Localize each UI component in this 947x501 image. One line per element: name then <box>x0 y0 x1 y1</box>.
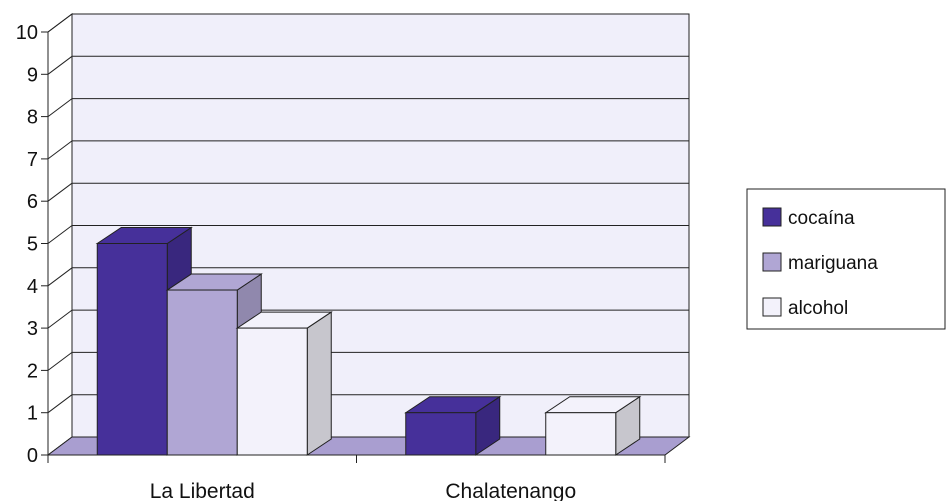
bar-front <box>236 327 308 456</box>
y-tick-label: 4 <box>27 276 38 298</box>
side-gridline <box>47 309 73 329</box>
side-gridline <box>47 225 73 244</box>
bar-side-shade <box>307 312 332 455</box>
bar <box>404 395 502 456</box>
bar-front <box>405 412 477 456</box>
side-gridline <box>47 55 73 75</box>
y-axis: 0 1 2 3 4 5 6 7 8 9 10 <box>16 22 49 467</box>
side-gridline <box>47 351 73 371</box>
legend-swatch <box>762 252 782 272</box>
bar-side-shade <box>615 396 640 455</box>
y-tick-label: 3 <box>27 318 38 340</box>
side-gridline <box>47 394 73 414</box>
category-label: Chalatenango <box>445 480 576 501</box>
side-gridline <box>47 140 73 160</box>
legend-label: alcohol <box>788 298 848 319</box>
legend: cocaína mariguana alcohol <box>746 188 946 330</box>
y-tick-label: 9 <box>27 64 38 86</box>
bar-front <box>166 289 238 456</box>
y-tick-label: 7 <box>27 149 38 171</box>
y-tick-label: 5 <box>27 234 38 256</box>
legend-label: mariguana <box>788 253 878 274</box>
y-tick-label: 6 <box>27 191 38 213</box>
category-label: La Libertad <box>150 480 255 501</box>
y-tick-label: 8 <box>27 107 38 129</box>
y-tick-label: 0 <box>27 445 38 467</box>
y-tick-label: 1 <box>27 403 38 425</box>
bar-side-shade <box>475 396 500 455</box>
legend-label: cocaína <box>788 208 855 229</box>
side-gridline <box>47 98 73 117</box>
legend-swatch <box>762 207 782 227</box>
side-gridline <box>47 267 73 287</box>
bar-front <box>545 412 617 456</box>
x-axis: La Libertad Chalatenango <box>47 454 666 501</box>
side-gridline <box>47 182 73 202</box>
legend-swatch <box>762 297 782 317</box>
bars <box>95 226 642 456</box>
bar <box>235 311 333 456</box>
y-tick-label: 10 <box>16 22 38 44</box>
y-tick-label: 2 <box>27 360 38 382</box>
bar <box>544 395 642 456</box>
side-gridline <box>47 13 73 33</box>
bar-front <box>96 243 168 456</box>
